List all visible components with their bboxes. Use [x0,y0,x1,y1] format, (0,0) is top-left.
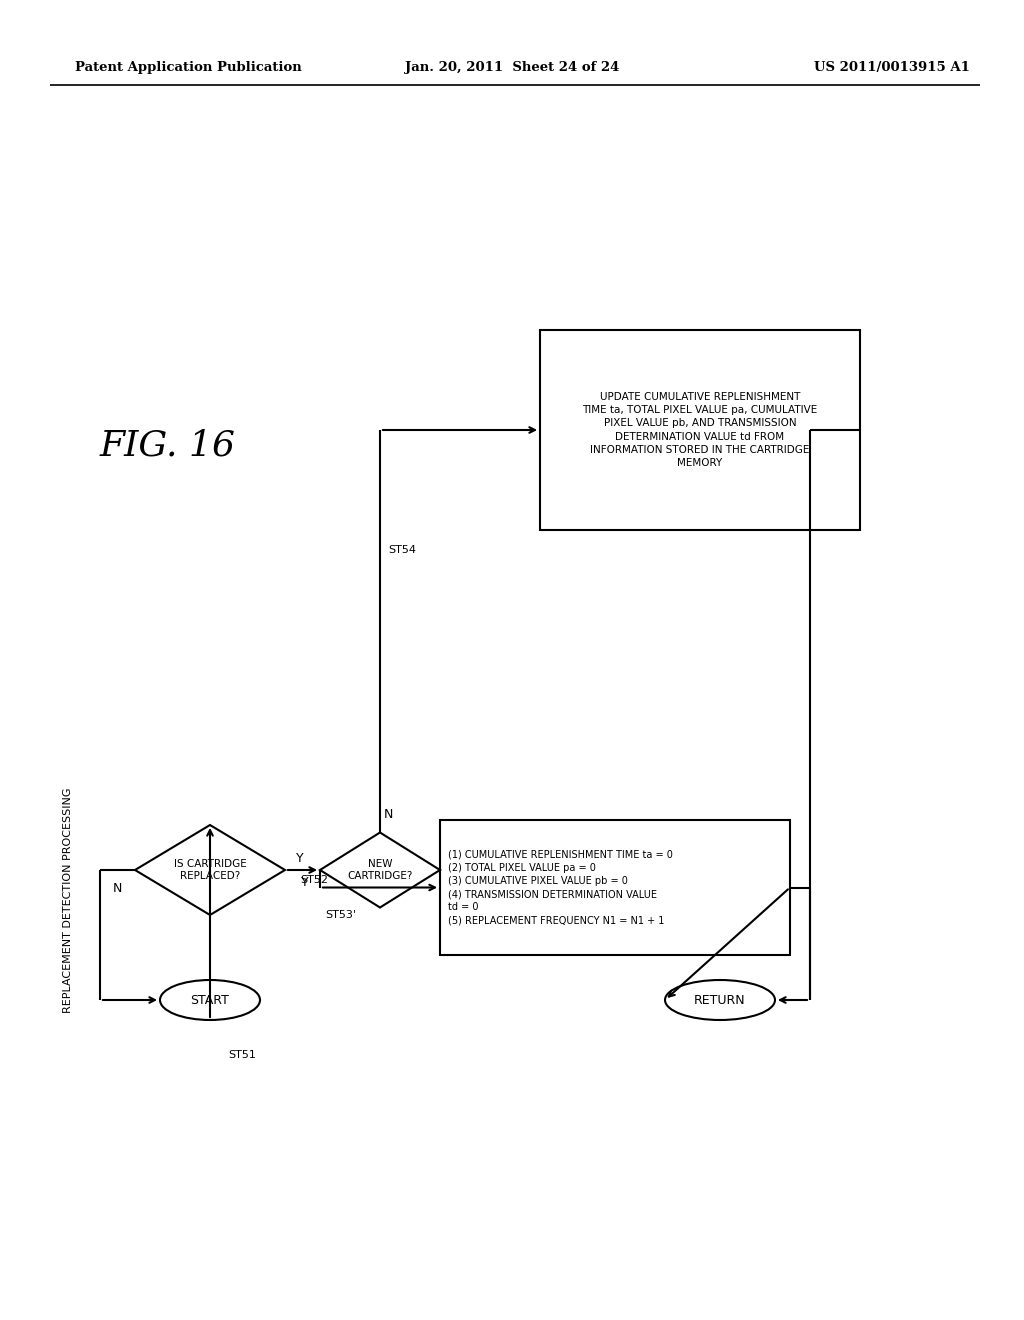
Text: Y: Y [296,851,304,865]
Text: US 2011/0013915 A1: US 2011/0013915 A1 [814,62,970,74]
Text: RETURN: RETURN [694,994,745,1006]
Text: Y: Y [301,875,309,888]
Text: ST54: ST54 [388,545,416,554]
Text: NEW
CARTRIDGE?: NEW CARTRIDGE? [347,859,413,880]
Text: N: N [113,882,122,895]
Text: N: N [383,808,392,821]
Text: ST52: ST52 [300,875,328,884]
Text: REPLACEMENT DETECTION PROCESSING: REPLACEMENT DETECTION PROCESSING [63,787,73,1012]
Text: START: START [190,994,229,1006]
Text: UPDATE CUMULATIVE REPLENISHMENT
TIME ta, TOTAL PIXEL VALUE pa, CUMULATIVE
PIXEL : UPDATE CUMULATIVE REPLENISHMENT TIME ta,… [583,392,817,469]
Text: (1) CUMULATIVE REPLENISHMENT TIME ta = 0
(2) TOTAL PIXEL VALUE pa = 0
(3) CUMULA: (1) CUMULATIVE REPLENISHMENT TIME ta = 0… [449,850,673,925]
Text: ST53': ST53' [325,909,356,920]
Text: ST51: ST51 [228,1049,256,1060]
Text: Patent Application Publication: Patent Application Publication [75,62,302,74]
Text: FIG. 16: FIG. 16 [100,428,236,462]
Text: Jan. 20, 2011  Sheet 24 of 24: Jan. 20, 2011 Sheet 24 of 24 [404,62,620,74]
Text: IS CARTRIDGE
REPLACED?: IS CARTRIDGE REPLACED? [174,859,247,880]
